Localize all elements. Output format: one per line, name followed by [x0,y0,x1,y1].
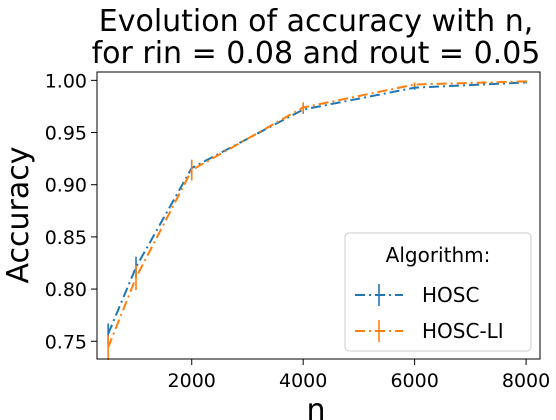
y-tick-label: 0.80 [45,279,87,301]
y-axis-label: Accuracy [1,147,36,284]
x-axis-label: n [306,393,325,420]
legend: Algorithm: HOSC HOSC-LI [344,232,532,352]
x-tick-label: 4000 [279,370,327,392]
y-tick-label: 0.90 [45,175,87,197]
legend-entry-hosc-li: HOSC-LI [355,319,504,343]
legend-label: HOSC-LI [422,319,504,343]
legend-title: Algorithm: [386,243,491,267]
chart-title-line-1: Evolution of accuracy with n, [99,4,534,39]
plot-frame [96,71,541,360]
x-tick-label: 6000 [390,370,438,392]
legend-entry-hosc: HOSC [355,283,479,307]
chart-title-line-2: for rin = 0.08 and rout = 0.05 [92,36,541,71]
y-tick-label: 0.95 [45,123,87,145]
x-tick-label: 2000 [168,370,216,392]
series-hosc-li-line [107,80,527,348]
y-axis: 0.75 0.80 0.85 0.90 0.95 1.00 [45,70,97,353]
plot-area [107,80,527,361]
x-axis: 2000 4000 6000 8000 [168,359,550,392]
y-tick-label: 0.85 [45,227,87,249]
legend-label: HOSC [422,283,479,307]
y-tick-label: 1.00 [45,70,87,92]
x-tick-label: 8000 [502,370,550,392]
y-tick-label: 0.75 [45,331,87,353]
legend-box [344,232,532,352]
